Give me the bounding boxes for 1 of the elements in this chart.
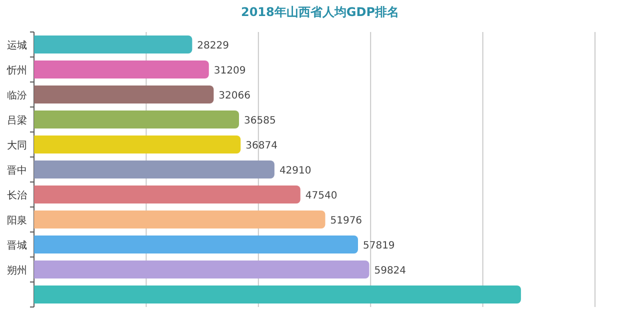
title: 2018年山西省人均GDP排名 bbox=[241, 5, 399, 19]
